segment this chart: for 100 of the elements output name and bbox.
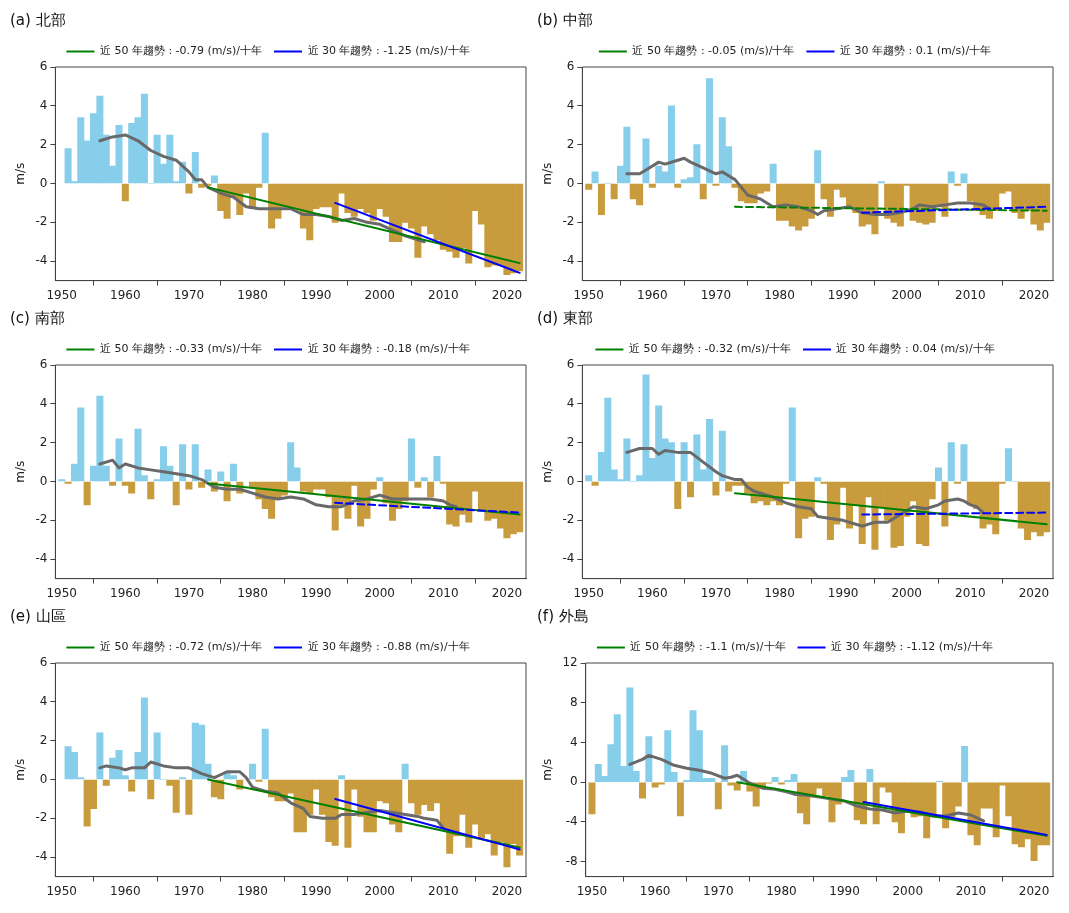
legend-label: 近 30 年趨勢 : 0.1 (m/s)/十年 xyxy=(839,44,992,58)
legend-label: 近 30 年趨勢 : 0.04 (m/s)/十年 xyxy=(836,342,995,356)
x-tick-label: 1970 xyxy=(173,585,205,600)
x-tick-label: 1990 xyxy=(300,585,332,600)
legend-label: 近 50 年趨勢 : -0.79 (m/s)/十年 xyxy=(99,44,262,58)
x-tick-label: 1960 xyxy=(637,585,668,600)
y-tick-label: 12 xyxy=(562,655,578,670)
x-tick-label: 1980 xyxy=(764,585,795,600)
y-tick-label: -2 xyxy=(35,810,48,825)
x-tick-label: 2020 xyxy=(491,883,523,898)
y-tick-label: 4 xyxy=(570,734,578,749)
x-tick-label: 2010 xyxy=(955,287,986,302)
x-tick-label: 1950 xyxy=(573,585,604,600)
legend-label: 近 50 年趨勢 : -0.33 (m/s)/十年 xyxy=(99,342,262,356)
legend-label: 近 30 年趨勢 : -1.25 (m/s)/十年 xyxy=(307,44,470,58)
y-axis-title: m/s xyxy=(540,460,555,483)
x-tick-label: 1960 xyxy=(637,287,668,302)
x-tick-label: 1950 xyxy=(576,883,608,898)
y-tick-label: -4 xyxy=(562,551,575,566)
x-tick-label: 2020 xyxy=(1018,883,1050,898)
y-tick-label: 0 xyxy=(39,473,48,488)
x-tick-label: 1960 xyxy=(110,883,141,898)
y-axis-title: m/s xyxy=(13,460,28,483)
y-tick-label: 6 xyxy=(566,59,575,74)
chart-title: (b) 中部 xyxy=(537,10,593,29)
legend-label: 近 50 年趨勢 : -1.1 (m/s)/十年 xyxy=(630,640,786,654)
y-tick-label: 0 xyxy=(566,473,575,488)
x-tick-label: 2020 xyxy=(1018,585,1050,600)
x-tick-label: 2020 xyxy=(491,287,523,302)
x-tick-label: 1950 xyxy=(46,287,77,302)
y-tick-label: 4 xyxy=(39,693,48,708)
y-tick-label: 2 xyxy=(566,434,575,449)
y-tick-label: -4 xyxy=(35,849,48,864)
x-tick-label: 1970 xyxy=(173,883,205,898)
x-tick-label: 1950 xyxy=(573,287,604,302)
y-axis-title: m/s xyxy=(540,162,555,185)
y-tick-label: -4 xyxy=(35,253,48,268)
x-tick-label: 1990 xyxy=(300,883,332,898)
y-tick-label: 0 xyxy=(570,774,578,789)
y-tick-label: 2 xyxy=(39,732,48,747)
y-tick-label: 6 xyxy=(39,655,48,670)
x-tick-label: 1960 xyxy=(110,585,141,600)
legend-label: 近 50 年趨勢 : -0.32 (m/s)/十年 xyxy=(628,342,791,356)
y-tick-label: -4 xyxy=(35,551,48,566)
chart-title: (e) 山區 xyxy=(10,606,66,625)
x-tick-label: 1970 xyxy=(700,585,732,600)
y-tick-label: 0 xyxy=(39,771,48,786)
legend-label: 近 30 年趨勢 : -0.18 (m/s)/十年 xyxy=(307,342,470,356)
x-tick-label: 1980 xyxy=(766,883,797,898)
x-tick-label: 1970 xyxy=(173,287,205,302)
legend-label: 近 50 年趨勢 : -0.05 (m/s)/十年 xyxy=(632,44,795,58)
y-tick-label: -2 xyxy=(35,512,48,527)
y-axis-title: m/s xyxy=(13,162,28,185)
y-tick-label: -2 xyxy=(562,214,575,229)
y-tick-label: 6 xyxy=(39,357,48,372)
x-tick-label: 1970 xyxy=(703,883,734,898)
y-tick-label: 0 xyxy=(566,175,575,190)
x-tick-label: 1990 xyxy=(300,287,332,302)
x-tick-label: 1990 xyxy=(829,883,860,898)
x-tick-label: 2000 xyxy=(364,287,395,302)
x-tick-label: 2000 xyxy=(364,585,395,600)
y-tick-label: -4 xyxy=(562,253,575,268)
y-tick-label: 2 xyxy=(39,136,48,151)
chart-title: (d) 東部 xyxy=(537,308,593,327)
x-tick-label: 2010 xyxy=(955,585,986,600)
y-tick-label: -8 xyxy=(565,853,578,868)
y-tick-label: 2 xyxy=(566,136,575,151)
y-tick-label: 0 xyxy=(39,175,48,190)
legend-label: 近 30 年趨勢 : -0.88 (m/s)/十年 xyxy=(307,640,470,654)
x-tick-label: 1990 xyxy=(827,585,859,600)
y-tick-label: 4 xyxy=(566,97,575,112)
x-tick-label: 2000 xyxy=(891,287,922,302)
x-tick-label: 1960 xyxy=(639,883,671,898)
y-axis-title: m/s xyxy=(540,758,555,781)
y-tick-label: 2 xyxy=(39,434,48,449)
y-tick-label: 4 xyxy=(39,97,48,112)
x-tick-label: 2010 xyxy=(428,287,459,302)
legend-label: 近 50 年趨勢 : -0.72 (m/s)/十年 xyxy=(99,640,262,654)
y-tick-label: -2 xyxy=(35,214,48,229)
x-tick-label: 2000 xyxy=(364,883,395,898)
y-tick-label: -4 xyxy=(565,814,578,829)
legend-label: 近 30 年趨勢 : -1.12 (m/s)/十年 xyxy=(831,640,994,654)
x-tick-label: 2010 xyxy=(428,883,459,898)
y-tick-label: 4 xyxy=(39,395,48,410)
y-tick-label: 6 xyxy=(39,59,48,74)
x-tick-label: 1980 xyxy=(237,287,268,302)
chart-title: (f) 外島 xyxy=(537,606,589,625)
y-tick-label: 6 xyxy=(566,357,575,372)
y-axis-title: m/s xyxy=(13,758,28,781)
x-tick-label: 2010 xyxy=(955,883,987,898)
x-tick-label: 2020 xyxy=(491,585,523,600)
chart-title: (c) 南部 xyxy=(10,308,65,327)
x-tick-label: 1980 xyxy=(237,883,268,898)
x-tick-label: 2010 xyxy=(428,585,459,600)
x-tick-label: 1980 xyxy=(764,287,795,302)
x-tick-label: 1970 xyxy=(700,287,732,302)
x-tick-label: 2000 xyxy=(891,585,922,600)
y-tick-label: 4 xyxy=(566,395,575,410)
x-tick-label: 2000 xyxy=(892,883,924,898)
x-tick-label: 2020 xyxy=(1018,287,1050,302)
